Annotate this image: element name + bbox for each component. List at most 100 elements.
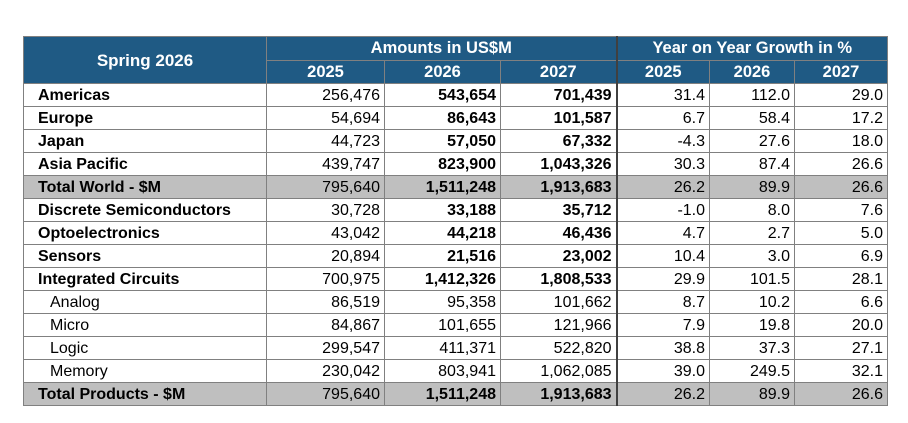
growth-cell: 26.2	[615, 175, 711, 199]
row-label: Integrated Circuits	[23, 267, 267, 291]
amount-cell: 1,043,326	[499, 152, 618, 176]
amount-cell: 43,042	[266, 221, 385, 245]
corner-label: Spring 2026	[23, 36, 267, 84]
table-body: Americas 256,476 543,654 701,439 31.4 112.0 29…	[23, 83, 889, 406]
row-label: Total World - $M	[23, 175, 267, 199]
amounts-group-header: Amounts in US$M	[265, 36, 618, 61]
growth-cell: 112.0	[709, 83, 796, 107]
growth-group-header: Year on Year Growth in %	[615, 36, 889, 61]
table-row: Japan 44,723 57,050 67,332 -4.3 27.6 18.0	[23, 129, 889, 153]
growth-cell: 249.5	[709, 359, 796, 383]
amount-year-header: 2026	[384, 60, 501, 84]
growth-cell: 26.6	[794, 175, 889, 199]
row-label: Europe	[23, 106, 267, 130]
amount-cell: 46,436	[499, 221, 618, 245]
amount-cell: 23,002	[499, 244, 618, 268]
amount-cell: 795,640	[266, 175, 385, 199]
growth-cell: -1.0	[615, 198, 711, 222]
amount-cell: 1,808,533	[499, 267, 618, 291]
growth-year-header: 2025	[615, 60, 711, 84]
growth-cell: 6.9	[794, 244, 889, 268]
amount-year-header: 2025	[266, 60, 385, 84]
row-label: Asia Pacific	[23, 152, 267, 176]
amount-cell: 1,511,248	[384, 382, 501, 406]
growth-cell: 32.1	[794, 359, 889, 383]
amount-cell: 101,587	[499, 106, 618, 130]
growth-cell: 89.9	[709, 175, 796, 199]
amount-cell: 67,332	[499, 129, 618, 153]
amount-cell: 701,439	[499, 83, 618, 107]
amount-cell: 1,913,683	[499, 175, 618, 199]
table-row: Asia Pacific 439,747 823,900 1,043,326 30.3 8…	[23, 152, 889, 176]
growth-cell: 8.0	[709, 198, 796, 222]
amount-cell: 21,516	[384, 244, 501, 268]
amount-cell: 1,913,683	[499, 382, 618, 406]
amount-cell: 823,900	[384, 152, 501, 176]
table-row: Europe 54,694 86,643 101,587 6.7 58.4 17.2	[23, 106, 889, 130]
growth-cell: 7.6	[794, 198, 889, 222]
growth-cell: 101.5	[709, 267, 796, 291]
growth-cell: 58.4	[709, 106, 796, 130]
table-row: Integrated Circuits 700,975 1,412,326 1,808…	[23, 267, 889, 291]
amount-cell: 1,412,326	[384, 267, 501, 291]
growth-cell: 20.0	[794, 313, 889, 337]
growth-cell: 8.7	[615, 290, 711, 314]
growth-cell: 19.8	[709, 313, 796, 337]
amount-cell: 95,358	[384, 290, 501, 314]
amount-cell: 86,643	[384, 106, 501, 130]
amount-cell: 230,042	[266, 359, 385, 383]
amount-cell: 44,723	[266, 129, 385, 153]
growth-cell: 4.7	[615, 221, 711, 245]
table-row: Micro 84,867 101,655 121,966 7.9 19.8 20.0	[23, 313, 889, 337]
growth-cell: 30.3	[615, 152, 711, 176]
growth-cell: 38.8	[615, 336, 711, 360]
growth-cell: 17.2	[794, 106, 889, 130]
row-label: Micro	[23, 313, 267, 337]
growth-cell: 27.6	[709, 129, 796, 153]
amount-cell: 101,662	[499, 290, 618, 314]
growth-cell: 29.0	[794, 83, 889, 107]
amount-cell: 522,820	[499, 336, 618, 360]
table-row: Optoelectronics 43,042 44,218 46,436 4.7 2.7 5…	[23, 221, 889, 245]
amount-cell: 20,894	[266, 244, 385, 268]
growth-cell: 6.6	[794, 290, 889, 314]
amount-cell: 33,188	[384, 198, 501, 222]
header-row-groups: Spring 2026 Amounts in US$M Year on Year…	[23, 36, 889, 84]
growth-cell: 10.2	[709, 290, 796, 314]
amount-cell: 803,941	[384, 359, 501, 383]
table-row: Americas 256,476 543,654 701,439 31.4 112.0 29…	[23, 83, 889, 107]
row-label: Sensors	[23, 244, 267, 268]
amount-cell: 411,371	[384, 336, 501, 360]
growth-cell: 39.0	[615, 359, 711, 383]
amount-cell: 84,867	[266, 313, 385, 337]
row-label: Memory	[23, 359, 267, 383]
amount-cell: 795,640	[266, 382, 385, 406]
amount-cell: 86,519	[266, 290, 385, 314]
table-row: Total World - $M 795,640 1,511,248 1,913,68…	[23, 175, 889, 199]
growth-cell: 7.9	[615, 313, 711, 337]
row-label: Logic	[23, 336, 267, 360]
forecast-table: Spring 2026 Amounts in US$M Year on Year…	[23, 36, 889, 406]
amount-year-header: 2027	[499, 60, 618, 84]
growth-cell: 26.6	[794, 152, 889, 176]
growth-cell: 87.4	[709, 152, 796, 176]
growth-cell: 3.0	[709, 244, 796, 268]
growth-cell: 26.6	[794, 382, 889, 406]
table-row: Total Products - $M 795,640 1,511,248 1,913…	[23, 382, 889, 406]
row-label: Total Products - $M	[23, 382, 267, 406]
growth-cell: 27.1	[794, 336, 889, 360]
table-row: Logic 299,547 411,371 522,820 38.8 37.3 27.1	[23, 336, 889, 360]
growth-year-header: 2026	[709, 60, 796, 84]
growth-cell: 37.3	[709, 336, 796, 360]
amount-cell: 256,476	[266, 83, 385, 107]
row-label: Americas	[23, 83, 267, 107]
amount-cell: 54,694	[266, 106, 385, 130]
amount-cell: 1,511,248	[384, 175, 501, 199]
amount-cell: 44,218	[384, 221, 501, 245]
growth-cell: 6.7	[615, 106, 711, 130]
row-label: Japan	[23, 129, 267, 153]
header-row-years: 2025 2026 2027 2025 2026 2027	[24, 60, 889, 84]
table-row: Sensors 20,894 21,516 23,002 10.4 3.0 6.9	[23, 244, 889, 268]
growth-cell: 18.0	[794, 129, 889, 153]
row-label: Discrete Semiconductors	[23, 198, 267, 222]
